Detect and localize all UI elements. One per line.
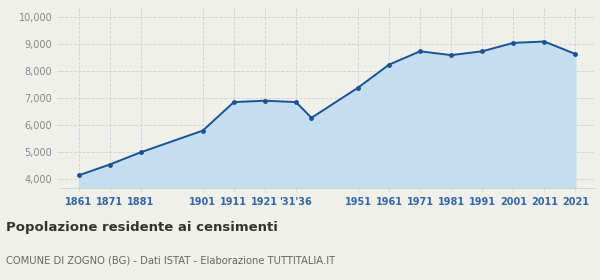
Text: COMUNE DI ZOGNO (BG) - Dati ISTAT - Elaborazione TUTTITALIA.IT: COMUNE DI ZOGNO (BG) - Dati ISTAT - Elab… [6,255,335,265]
Text: Popolazione residente ai censimenti: Popolazione residente ai censimenti [6,221,278,234]
